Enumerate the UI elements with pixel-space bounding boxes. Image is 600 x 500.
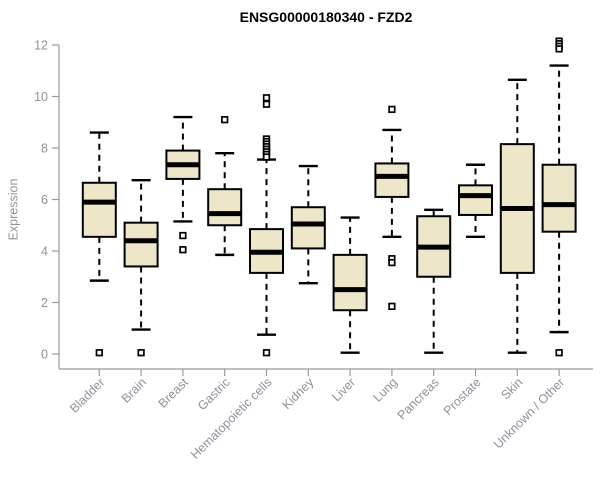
iqr-box <box>541 163 577 233</box>
chart-title: ENSG00000180340 - FZD2 <box>239 9 413 25</box>
outlier-point <box>179 246 187 254</box>
iqr-box <box>207 188 243 227</box>
outlier-point <box>95 349 103 357</box>
x-category-label: Gastric <box>195 375 233 413</box>
iqr-box <box>81 181 117 238</box>
x-category-label: Liver <box>329 375 358 404</box>
outlier-point <box>179 231 187 240</box>
iqr-box <box>123 221 159 268</box>
x-category-label: Skin <box>498 375 525 402</box>
y-tick-label: 8 <box>41 142 48 156</box>
x-category-label: Hematopoietic cells <box>188 375 275 462</box>
iqr-box <box>332 253 368 312</box>
x-category-label: Pancreas <box>395 375 442 422</box>
x-category-label: Unknown / Other <box>491 375 567 451</box>
outlier-point <box>388 302 396 311</box>
y-tick-label: 0 <box>41 348 48 362</box>
outlier-point <box>262 94 271 102</box>
x-category-label: Breast <box>156 375 192 411</box>
y-tick-label: 6 <box>41 193 48 207</box>
outlier-point <box>137 349 145 357</box>
outlier-point <box>262 349 271 357</box>
outlier-point <box>555 349 563 357</box>
outlier-point <box>221 116 229 124</box>
y-tick-label: 12 <box>34 39 48 53</box>
y-tick-label: 10 <box>34 90 48 104</box>
x-category-label: Bladder <box>67 375 107 415</box>
y-tick-label: 2 <box>41 296 48 310</box>
x-category-label: Prostate <box>441 375 484 418</box>
iqr-box <box>458 184 493 216</box>
x-category-label: Lung <box>370 375 400 405</box>
outlier-point <box>388 105 396 114</box>
outlier-point <box>388 258 396 267</box>
y-tick-label: 4 <box>41 245 48 259</box>
outlier-point <box>262 153 271 161</box>
outlier-point <box>555 45 563 53</box>
x-category-label: Brain <box>119 375 150 406</box>
iqr-box <box>290 206 326 250</box>
x-category-label: Kidney <box>279 375 316 412</box>
outlier-point <box>262 100 271 108</box>
iqr-box <box>374 162 410 198</box>
